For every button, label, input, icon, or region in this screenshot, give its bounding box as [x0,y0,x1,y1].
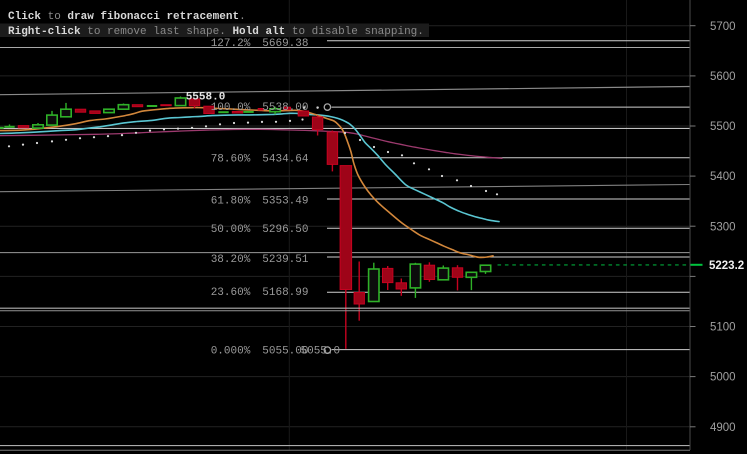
svg-text:5434.64: 5434.64 [262,153,309,165]
svg-text:Right-click to remove last sha: Right-click to remove last shape. Hold a… [8,26,424,38]
svg-text:78.60%: 78.60% [211,153,251,165]
svg-text:5600: 5600 [710,71,736,83]
svg-text:50.00%: 50.00% [211,224,251,236]
svg-text:5055.00: 5055.00 [262,345,308,357]
svg-text:5223.2: 5223.2 [709,260,744,272]
svg-text:5168.99: 5168.99 [262,287,308,299]
svg-text:61.80%: 61.80% [211,195,251,207]
svg-text:5700: 5700 [710,21,736,33]
svg-text:127.2%: 127.2% [211,38,251,50]
svg-text:23.60%: 23.60% [211,287,251,299]
svg-text:5000: 5000 [710,372,736,384]
svg-text:5100: 5100 [710,322,736,334]
svg-text:5669.38: 5669.38 [262,38,308,50]
svg-text:4900: 4900 [710,422,736,434]
svg-text:0.000%: 0.000% [211,345,251,357]
svg-text:100.0%: 100.0% [211,102,251,114]
svg-text:38.20%: 38.20% [211,254,251,266]
svg-text:5055.0: 5055.0 [301,345,341,357]
svg-text:5353.49: 5353.49 [262,195,308,207]
svg-text:5500: 5500 [710,121,736,133]
svg-text:5239.51: 5239.51 [262,254,309,266]
svg-text:5400: 5400 [710,171,736,183]
svg-text:5558.0: 5558.0 [186,92,226,104]
svg-text:Click to draw fibonacci retrac: Click to draw fibonacci retracement. [8,11,246,23]
svg-text:5538.00: 5538.00 [262,102,308,114]
svg-text:5300: 5300 [710,221,736,233]
svg-text:5296.50: 5296.50 [262,224,308,236]
